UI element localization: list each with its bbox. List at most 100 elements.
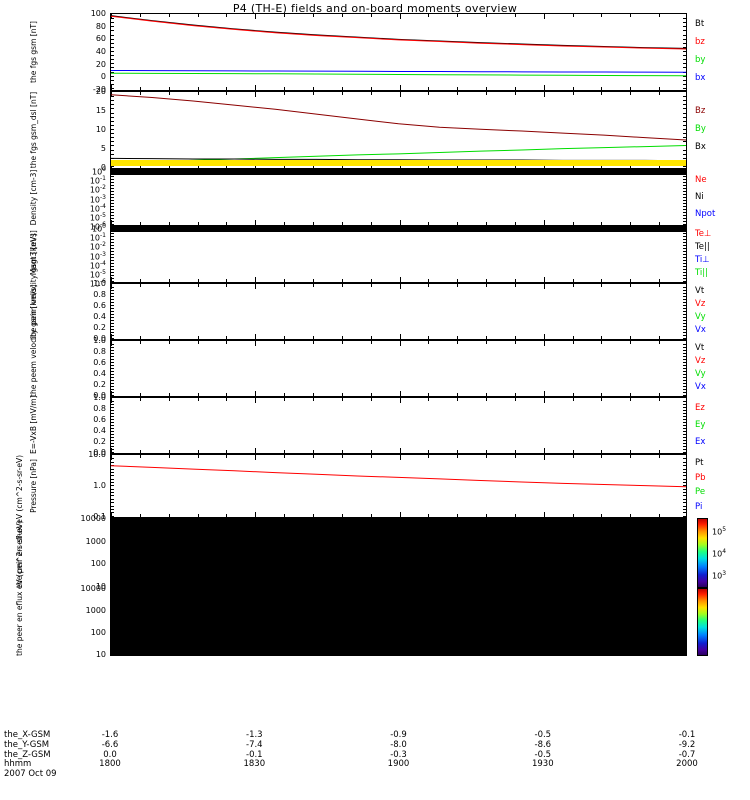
- minor-tick: [111, 145, 114, 147]
- minor-tick: [111, 452, 114, 453]
- minor-tick: [370, 589, 372, 592]
- minor-tick: [111, 263, 114, 264]
- minor-tick: [486, 165, 488, 168]
- minor-tick: [683, 592, 686, 594]
- minor-tick: [683, 416, 686, 417]
- minor-tick: [168, 279, 170, 282]
- minor-tick: [111, 512, 112, 517]
- y-tick-label: 1.0: [93, 336, 106, 345]
- minor-tick: [683, 55, 686, 57]
- minor-tick: [683, 79, 686, 81]
- minor-tick: [111, 221, 114, 222]
- minor-tick: [683, 356, 686, 357]
- minor-tick: [111, 642, 114, 644]
- minor-tick: [683, 233, 686, 234]
- minor-tick: [514, 589, 516, 592]
- y-tick-label: 60: [95, 34, 106, 44]
- series-Pb: [111, 465, 686, 488]
- y-tick-label: 10-6: [89, 221, 106, 232]
- minor-tick: [226, 336, 228, 339]
- minor-tick: [341, 14, 343, 17]
- minor-tick: [111, 100, 114, 102]
- minor-tick: [457, 87, 459, 90]
- minor-tick: [111, 428, 114, 429]
- plot-panel-8: [110, 454, 687, 518]
- minor-tick: [139, 336, 141, 339]
- minor-tick: [111, 419, 114, 420]
- minor-tick: [111, 141, 114, 143]
- minor-tick: [572, 279, 574, 282]
- minor-tick: [168, 589, 170, 592]
- minor-tick: [111, 448, 112, 453]
- minor-tick: [683, 614, 686, 616]
- minor-tick: [683, 100, 686, 102]
- minor-tick: [312, 341, 314, 344]
- minor-tick: [111, 179, 114, 180]
- minor-tick: [683, 635, 686, 637]
- minor-tick: [197, 279, 199, 282]
- minor-tick: [111, 63, 114, 65]
- minor-tick: [111, 404, 114, 405]
- minor-tick: [312, 393, 314, 396]
- series-bz: [111, 15, 686, 50]
- minor-tick: [111, 566, 114, 568]
- minor-tick: [111, 284, 112, 289]
- minor-tick: [111, 392, 114, 393]
- minor-tick: [139, 519, 141, 522]
- minor-tick: [683, 621, 686, 623]
- minor-tick: [683, 617, 686, 619]
- plot-panel-5: [110, 283, 687, 340]
- minor-tick: [683, 359, 686, 360]
- minor-tick: [630, 336, 632, 339]
- minor-tick: [683, 50, 686, 52]
- minor-tick: [683, 468, 686, 470]
- minor-tick: [683, 624, 686, 626]
- minor-tick: [111, 209, 114, 210]
- minor-tick: [111, 26, 114, 28]
- minor-tick: [683, 59, 686, 61]
- minor-tick: [514, 279, 516, 282]
- minor-tick: [111, 552, 114, 554]
- minor-tick: [312, 14, 314, 17]
- minor-tick: [543, 455, 545, 460]
- minor-tick: [486, 393, 488, 396]
- minor-tick: [255, 277, 257, 282]
- y-tick-label: 10-2: [89, 184, 106, 195]
- legend-label: Vy: [695, 311, 706, 322]
- minor-tick: [370, 341, 372, 344]
- minor-tick: [111, 299, 114, 300]
- minor-tick: [168, 165, 170, 168]
- minor-tick: [312, 165, 314, 168]
- minor-tick: [341, 92, 343, 95]
- minor-tick: [111, 133, 114, 135]
- minor-tick: [111, 478, 114, 480]
- minor-tick: [111, 589, 112, 594]
- minor-tick: [341, 519, 343, 522]
- minor-tick: [111, 446, 114, 447]
- x-tick-hhmm: 1930: [531, 759, 554, 770]
- minor-tick: [111, 281, 114, 282]
- legend-label: Bx: [695, 142, 706, 152]
- minor-tick: [683, 26, 686, 28]
- minor-tick: [111, 350, 114, 351]
- minor-tick: [284, 393, 286, 396]
- minor-tick: [683, 392, 686, 393]
- minor-tick: [683, 302, 686, 303]
- minor-tick: [197, 14, 199, 17]
- minor-tick: [111, 302, 114, 303]
- minor-tick: [111, 347, 114, 348]
- minor-tick: [486, 222, 488, 225]
- minor-tick: [370, 336, 372, 339]
- minor-tick: [111, 410, 114, 411]
- minor-tick: [630, 514, 632, 517]
- minor-tick: [683, 458, 686, 460]
- minor-tick: [111, 245, 114, 246]
- minor-tick: [659, 398, 661, 401]
- series-group: [111, 94, 686, 163]
- minor-tick: [111, 416, 114, 417]
- minor-tick: [399, 92, 401, 97]
- legend-label: Vt: [695, 343, 705, 354]
- y-tick-label: 0.6: [93, 301, 106, 310]
- minor-tick: [683, 120, 686, 122]
- minor-tick: [111, 365, 114, 366]
